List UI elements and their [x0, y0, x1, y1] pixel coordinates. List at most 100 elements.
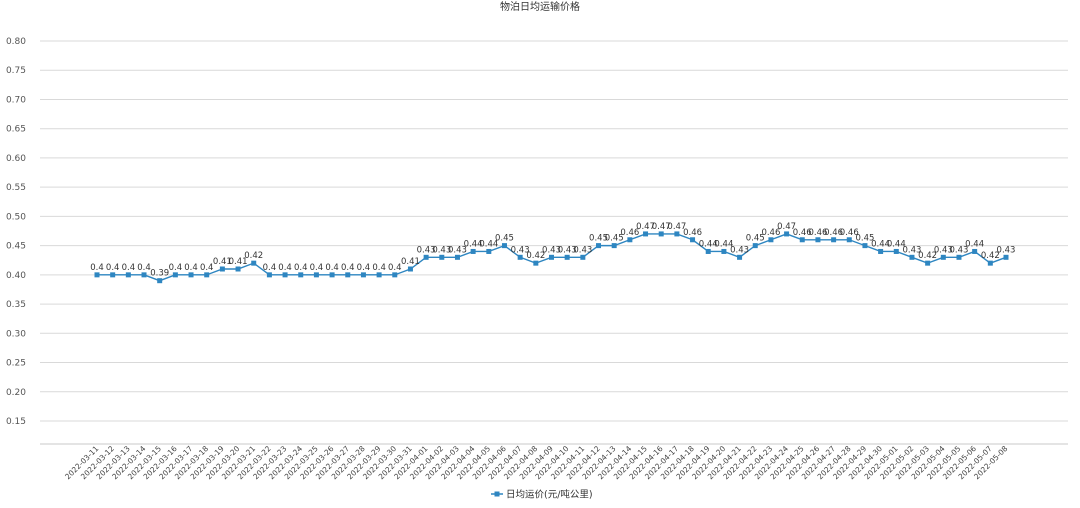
data-point — [925, 260, 931, 266]
data-point — [987, 260, 993, 266]
data-label: 0.43 — [573, 245, 592, 255]
data-label: 0.46 — [620, 228, 639, 238]
data-point — [313, 272, 319, 278]
data-label: 0.43 — [902, 245, 921, 255]
data-label: 0.43 — [417, 245, 436, 255]
data-label: 0.4 — [122, 263, 136, 273]
data-point — [251, 260, 257, 266]
data-label: 0.42 — [981, 251, 1000, 261]
data-label: 0.43 — [558, 245, 577, 255]
data-point — [768, 237, 774, 243]
data-point — [721, 248, 727, 254]
data-label: 0.4 — [263, 263, 277, 273]
y-tick-label: 0.80 — [6, 37, 26, 47]
y-tick-label: 0.40 — [6, 271, 26, 281]
data-point — [956, 254, 962, 260]
data-label: 0.44 — [464, 239, 483, 249]
data-point — [737, 254, 743, 260]
data-point — [345, 272, 351, 278]
y-tick-label: 0.55 — [6, 183, 26, 193]
chart-title: 物泊日均运输价格 — [500, 0, 580, 13]
data-point — [501, 243, 507, 249]
data-label: 0.45 — [855, 234, 874, 244]
data-point — [674, 231, 680, 237]
data-label: 0.47 — [777, 222, 796, 232]
data-point — [172, 272, 178, 278]
y-tick-label: 0.15 — [6, 417, 26, 427]
data-point — [360, 272, 366, 278]
data-point — [392, 272, 398, 278]
data-label: 0.46 — [683, 228, 702, 238]
y-tick-label: 0.75 — [6, 66, 26, 76]
data-label: 0.41 — [213, 257, 232, 267]
data-label: 0.45 — [589, 234, 608, 244]
data-point — [893, 248, 899, 254]
data-point — [470, 248, 476, 254]
y-tick-label: 0.70 — [6, 95, 26, 105]
data-label: 0.4 — [341, 263, 355, 273]
data-label: 0.4 — [372, 263, 386, 273]
data-label: 0.45 — [746, 234, 765, 244]
data-label: 0.4 — [325, 263, 339, 273]
grid-lines — [40, 40, 1068, 445]
y-tick-label: 0.25 — [6, 359, 26, 369]
data-point — [94, 272, 100, 278]
data-label: 0.47 — [636, 222, 655, 232]
data-label: 0.4 — [278, 263, 292, 273]
data-label: 0.43 — [432, 245, 451, 255]
legend-entry: 日均运价(元/吨公里) — [506, 489, 593, 501]
data-point — [204, 272, 210, 278]
data-point — [407, 266, 413, 272]
data-point — [141, 272, 147, 278]
data-point — [862, 243, 868, 249]
data-point — [439, 254, 445, 260]
data-label: 0.47 — [667, 222, 686, 232]
data-point — [846, 237, 852, 243]
data-point — [878, 248, 884, 254]
data-point — [486, 248, 492, 254]
data-label: 0.43 — [448, 245, 467, 255]
data-point — [784, 231, 790, 237]
data-label: 0.42 — [244, 251, 263, 261]
data-label: 0.43 — [934, 245, 953, 255]
data-label: 0.44 — [887, 239, 906, 249]
data-point — [627, 237, 633, 243]
data-point — [549, 254, 554, 260]
data-label: 0.4 — [310, 263, 324, 273]
data-label: 0.43 — [997, 245, 1016, 255]
data-point — [611, 243, 617, 249]
data-point — [298, 272, 304, 278]
data-point — [329, 272, 335, 278]
data-label: 0.4 — [90, 263, 104, 273]
data-label: 0.4 — [169, 263, 183, 273]
data-point — [690, 237, 696, 243]
data-label: 0.43 — [511, 245, 530, 255]
data-label: 0.44 — [714, 239, 733, 249]
data-label: 0.44 — [871, 239, 890, 249]
data-label: 0.45 — [495, 234, 514, 244]
data-point — [909, 254, 915, 260]
data-labels: 0.4 0.4 0.4 0.40.390.4 0.4 0.40.410.410.420.4… — [90, 222, 1015, 279]
data-point — [157, 278, 163, 284]
data-point — [831, 237, 837, 243]
data-point — [454, 254, 460, 260]
data-point — [752, 243, 758, 249]
data-point — [235, 266, 241, 272]
x-axis-ticks: 2022-03-112022-03-122022-03-132022-03-14… — [63, 444, 1009, 481]
data-point — [1003, 254, 1009, 260]
y-axis-ticks: 0.15 0.20 0.25 0.30 0.35 0.40 0.45 0.50 0.55 0.60… — [6, 37, 26, 427]
data-label: 0.44 — [699, 239, 718, 249]
data-point — [643, 231, 649, 237]
data-point — [125, 272, 131, 278]
data-label: 0.44 — [965, 239, 984, 249]
data-label: 0.4 — [388, 263, 402, 273]
data-point — [533, 260, 539, 266]
data-label: 0.46 — [808, 228, 827, 238]
data-label: 0.43 — [730, 245, 749, 255]
data-point — [596, 243, 602, 249]
data-label: 0.4 — [357, 263, 371, 273]
data-label: 0.46 — [824, 228, 843, 238]
data-point — [705, 248, 711, 254]
